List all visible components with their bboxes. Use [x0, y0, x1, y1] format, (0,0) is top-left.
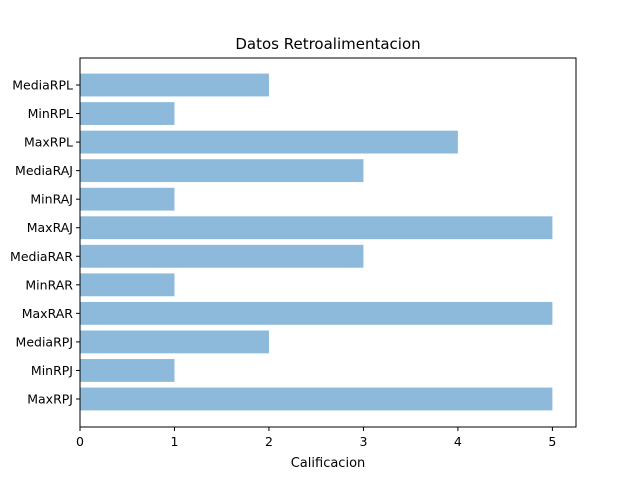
plot-frame	[79, 57, 577, 428]
y-tick-label: MinRPL	[28, 106, 73, 121]
bar-MinRPL	[80, 102, 175, 125]
bar-MaxRPJ	[80, 387, 553, 411]
bar-MediaRAJ	[80, 159, 364, 183]
chart-title: Datos Retroalimentacion	[235, 35, 420, 53]
bar-MediaRPJ	[80, 330, 269, 354]
bar-MaxRAR	[80, 301, 553, 325]
y-tick-label: MinRPJ	[31, 363, 73, 378]
y-axis-ticks: MediaRPL MinRPL MaxRPL MediaRAJ MinRAJ MaxRAJ…	[10, 78, 80, 407]
y-tick-label: MediaRPL	[12, 78, 73, 93]
x-axis-label: Calificacion	[291, 456, 366, 471]
x-tick-label: 5	[548, 434, 556, 449]
bar-MaxRAJ	[80, 216, 553, 240]
y-tick-label: MaxRAR	[22, 306, 74, 321]
y-tick-label: MinRAR	[25, 277, 73, 292]
x-tick-label: 1	[170, 434, 178, 449]
bar-MinRAR	[80, 273, 175, 297]
bar-MediaRPL	[80, 73, 269, 97]
bar-MaxRPL	[80, 130, 458, 154]
bar-MinRAJ	[80, 187, 175, 211]
bar-MediaRAR	[80, 244, 364, 268]
x-tick-label: 4	[454, 434, 462, 449]
x-tick-label: 3	[359, 434, 367, 449]
x-tick-label: 0	[76, 434, 84, 449]
y-tick-label: MediaRAJ	[15, 163, 73, 178]
y-tick-label: MediaRAR	[10, 249, 73, 264]
y-tick-label: MaxRPL	[24, 135, 73, 150]
x-tick-label: 2	[265, 434, 273, 449]
y-tick-label: MinRAJ	[30, 192, 73, 207]
bar-MinRPJ	[80, 359, 175, 382]
x-axis-ticks: 0 1 2 3 4 5	[76, 427, 556, 449]
y-tick-label: MediaRPJ	[16, 334, 73, 349]
y-tick-label: MaxRAJ	[27, 220, 73, 235]
bars	[80, 73, 553, 411]
y-tick-label: MaxRPJ	[27, 392, 73, 407]
